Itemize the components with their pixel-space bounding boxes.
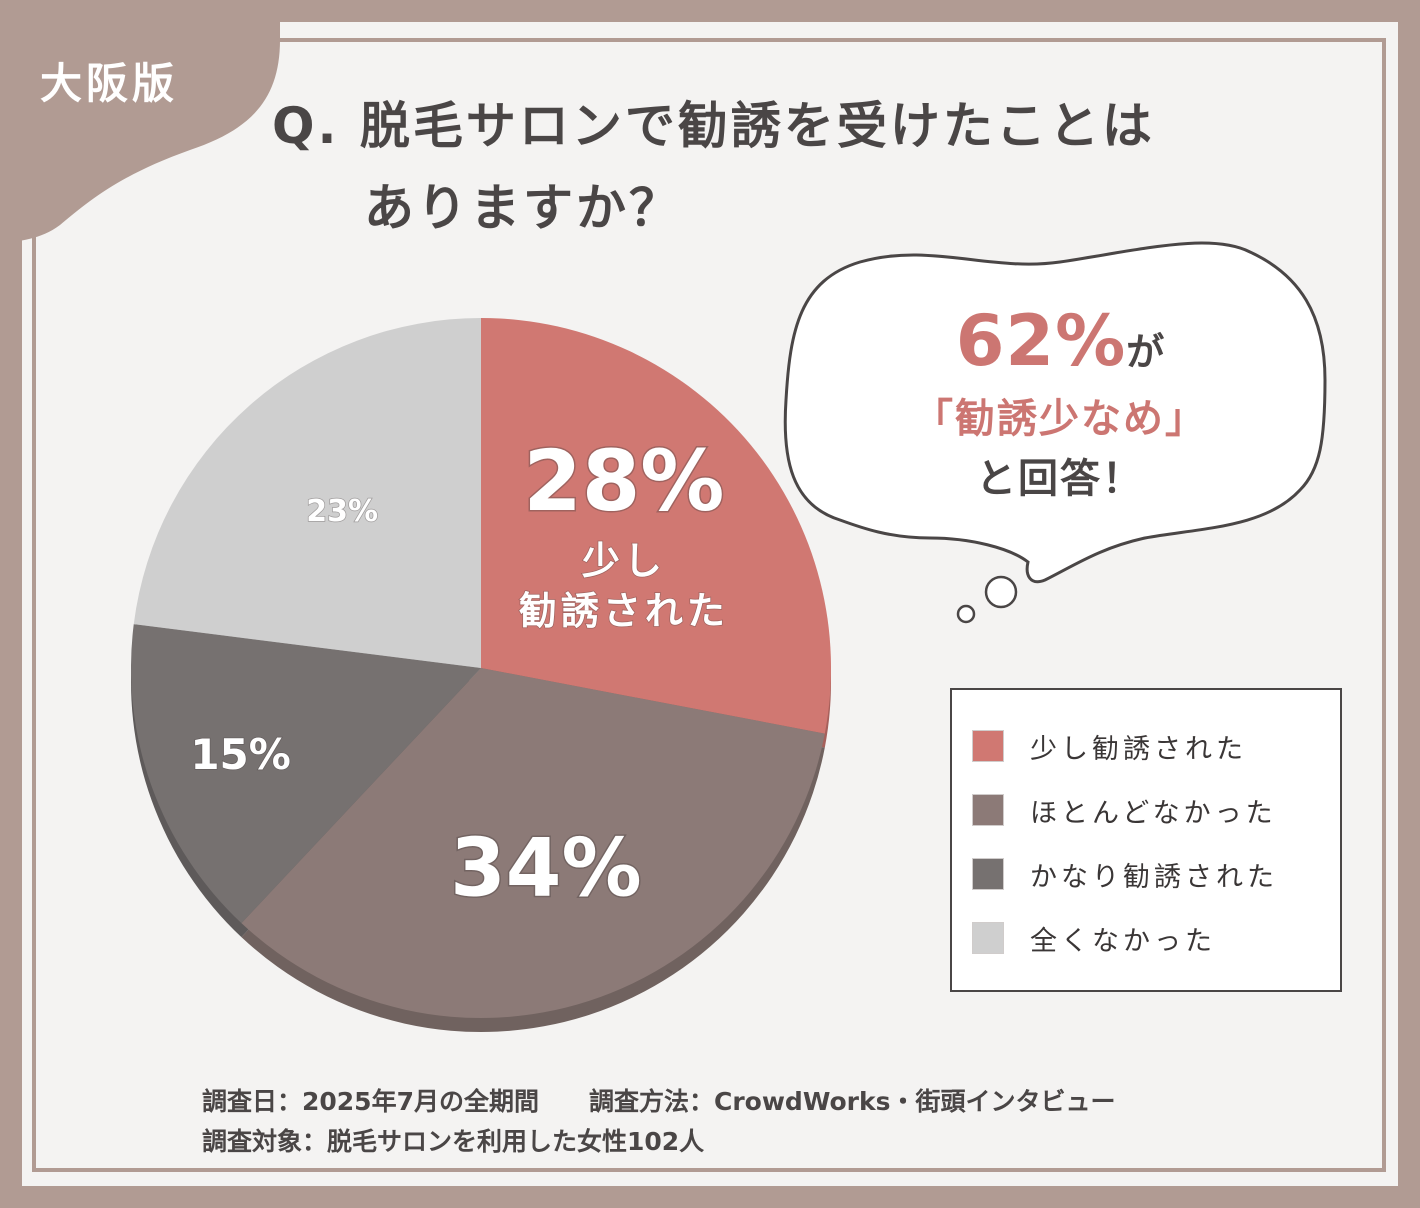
callout-line-3: と回答！ bbox=[976, 456, 1144, 502]
question-line-1: Q. 脱毛サロンで勧誘を受けたことは bbox=[272, 97, 1155, 155]
badge-shape bbox=[0, 0, 280, 245]
region-badge: 大阪版 bbox=[40, 59, 179, 108]
legend-label: かなり勧誘された bbox=[1030, 861, 1278, 893]
legend-swatch bbox=[972, 858, 1004, 890]
legend-item: 少し勧誘された bbox=[972, 729, 1247, 765]
slice-percent-label: 15% bbox=[190, 730, 291, 779]
callout-percent: 62% bbox=[955, 300, 1127, 382]
footer-line-1: 調査日：2025年7月の全期間 調査方法：CrowdWorks・街頭インタビュー bbox=[202, 1082, 1116, 1118]
legend-swatch bbox=[972, 794, 1004, 826]
slice-percent-label: 34% bbox=[450, 822, 641, 915]
legend-item: ほとんどなかった bbox=[972, 793, 1277, 829]
thought-bubble bbox=[783, 241, 1327, 624]
legend-item: かなり勧誘された bbox=[972, 857, 1278, 893]
slice-percent-label: 23% bbox=[306, 494, 378, 529]
legend-label: 全くなかった bbox=[1030, 925, 1216, 957]
callout-line-2: 「勧誘少なめ」 bbox=[913, 396, 1207, 442]
legend-swatch bbox=[972, 730, 1004, 762]
legend-item: 全くなかった bbox=[972, 921, 1216, 957]
slice-percent-label: 28% bbox=[523, 432, 724, 530]
callout-ga: が bbox=[1126, 330, 1165, 374]
slice-none bbox=[133, 318, 481, 668]
legend-label: 少し勧誘された bbox=[1030, 733, 1247, 765]
card-border bbox=[32, 38, 1386, 1172]
question-line-2: ありますか？ bbox=[364, 179, 682, 237]
slice-category-label: 勧誘された bbox=[519, 589, 729, 633]
pie-chart: 28% 少し勧誘された 34% 15% 23% bbox=[131, 318, 831, 1032]
callout-line-1: 62%が bbox=[820, 300, 1300, 382]
survey-date: 調査日：2025年7月の全期間 bbox=[202, 1087, 539, 1116]
slice-little bbox=[481, 318, 831, 734]
legend-swatch bbox=[972, 922, 1004, 954]
chart-legend: 少し勧誘された ほとんどなかった かなり勧誘された 全くなかった bbox=[950, 688, 1342, 992]
slice-almost-none bbox=[241, 668, 825, 1018]
slice-category-label: 少し bbox=[582, 539, 666, 583]
slice-quite bbox=[131, 624, 481, 924]
survey-method: 調査方法：CrowdWorks・街頭インタビュー bbox=[588, 1087, 1116, 1116]
survey-target: 調査対象：脱毛サロンを利用した女性102人 bbox=[202, 1127, 705, 1156]
legend-label: ほとんどなかった bbox=[1030, 797, 1277, 829]
